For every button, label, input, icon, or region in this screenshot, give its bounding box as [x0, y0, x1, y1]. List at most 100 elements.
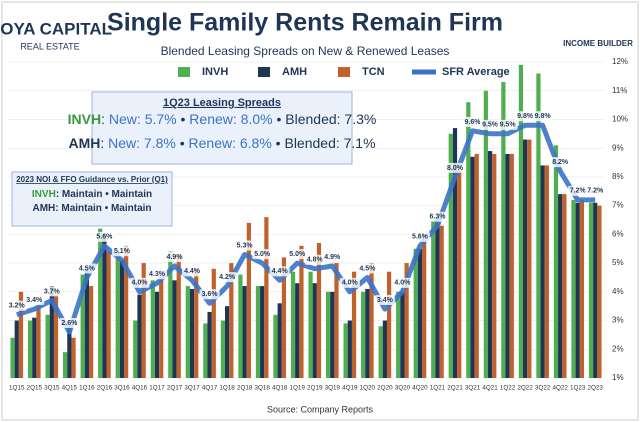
value-label: 5.6% — [412, 234, 429, 241]
value-label: 4.4% — [272, 268, 289, 275]
bar — [36, 306, 41, 378]
value-label: 2.6% — [61, 320, 78, 327]
bar — [343, 323, 348, 378]
bar — [588, 202, 594, 378]
bar — [509, 153, 514, 378]
x-tick-label: 4Q18 — [272, 385, 288, 392]
bar — [396, 291, 401, 378]
info-box-text: • Blended: 7.3% — [273, 111, 377, 127]
info-box-text: INVH — [32, 189, 56, 200]
value-label: 5.0% — [289, 251, 306, 258]
bar — [203, 323, 208, 378]
bar — [137, 294, 142, 378]
bar — [523, 139, 528, 378]
info-box-text: : — [100, 135, 108, 151]
value-label: 4.9% — [167, 254, 184, 261]
bar — [207, 311, 212, 378]
bar — [71, 337, 76, 378]
value-label-bg — [252, 249, 273, 260]
y-tick-label: 8% — [612, 172, 624, 181]
info-box-row: INVH: Maintain • Maintain — [32, 189, 152, 200]
value-label-bg — [322, 251, 343, 262]
x-tick-label: 4Q19 — [342, 385, 358, 392]
bar — [417, 248, 423, 378]
info-box-row: AMH: Maintain • Maintain — [32, 203, 151, 214]
info-box-text: • — [176, 135, 189, 151]
y-tick-label: 11% — [612, 86, 627, 95]
bar — [347, 320, 352, 378]
x-tick-label: 2Q17 — [167, 385, 183, 392]
x-tick-label: 1Q20 — [360, 385, 376, 392]
x-tick-label: 1Q15 — [9, 385, 25, 392]
info-box-text: AMH — [68, 135, 100, 151]
y-tick-label: 10% — [612, 115, 628, 124]
legend-swatch — [258, 67, 270, 77]
bar — [435, 217, 440, 378]
value-label: 4.8% — [307, 257, 324, 264]
info-box-text: : Maintain • Maintain — [55, 203, 151, 214]
bar — [308, 271, 313, 378]
bar — [575, 202, 580, 378]
y-tick-label: 2% — [612, 344, 624, 353]
info-box — [91, 91, 353, 165]
y-tick-label: 7% — [612, 201, 624, 210]
bar — [593, 202, 598, 378]
info-box-text: New: 5.7% — [109, 111, 177, 127]
bar — [185, 286, 190, 378]
x-tick-label: 3Q21 — [465, 385, 481, 392]
x-tick-label: 1Q22 — [500, 385, 516, 392]
x-tick-label: 2Q20 — [377, 385, 393, 392]
bar — [571, 199, 576, 378]
bar — [32, 317, 37, 378]
y-tick-label: 4% — [612, 287, 624, 296]
bar — [176, 254, 181, 378]
y-tick-label: 1% — [612, 373, 624, 382]
value-label: 4.9% — [324, 254, 341, 261]
x-tick-label: 3Q22 — [535, 385, 551, 392]
bar — [413, 248, 418, 378]
x-tick-label: 1Q17 — [149, 385, 165, 392]
bar — [150, 280, 155, 378]
info-box-text: AMH — [32, 203, 55, 214]
value-label-bg — [567, 185, 588, 196]
x-tick-label: 1Q19 — [290, 385, 306, 392]
x-tick-label: 3Q16 — [114, 385, 130, 392]
info-box-row: INVH: New: 5.7% • Renew: 8.0% • Blended:… — [68, 111, 377, 127]
bar — [518, 64, 524, 378]
info-box-text: Renew: 8.0% — [189, 111, 272, 127]
bar — [579, 199, 585, 378]
bar — [229, 263, 234, 378]
value-label-bg — [164, 251, 185, 262]
bar — [194, 268, 199, 378]
bar — [220, 320, 226, 378]
bar — [448, 133, 453, 378]
bar — [536, 73, 541, 378]
value-label: 4.0% — [131, 280, 148, 287]
bar — [351, 271, 357, 378]
bar — [312, 283, 317, 378]
y-tick-label: 6% — [612, 229, 624, 238]
value-label: 6.3% — [429, 214, 446, 221]
value-label-bg — [515, 111, 536, 122]
value-label: 3.2% — [9, 303, 26, 310]
x-tick-label: 2Q15 — [27, 385, 43, 392]
value-label: 4.4% — [184, 268, 201, 275]
x-tick-label: 3Q15 — [44, 385, 60, 392]
bar — [225, 306, 230, 378]
legend-label: INVH — [202, 66, 228, 78]
logo-left: HOYA CAPITAL — [0, 19, 112, 38]
info-box-text: INVH — [68, 111, 101, 127]
x-tick-label: 4Q16 — [132, 385, 148, 392]
x-tick-label: 3Q19 — [325, 385, 341, 392]
value-label-bg — [480, 119, 501, 130]
bar — [98, 228, 103, 378]
bar — [365, 288, 370, 378]
x-tick-label: 2Q19 — [307, 385, 323, 392]
value-label-bg — [59, 318, 80, 329]
x-tick-label: 2Q22 — [517, 385, 533, 392]
value-label-bg — [111, 246, 132, 257]
value-label-bg — [392, 277, 413, 288]
value-label: 5.6% — [96, 234, 113, 241]
value-label: 4.0% — [394, 280, 411, 287]
bar — [457, 171, 462, 378]
